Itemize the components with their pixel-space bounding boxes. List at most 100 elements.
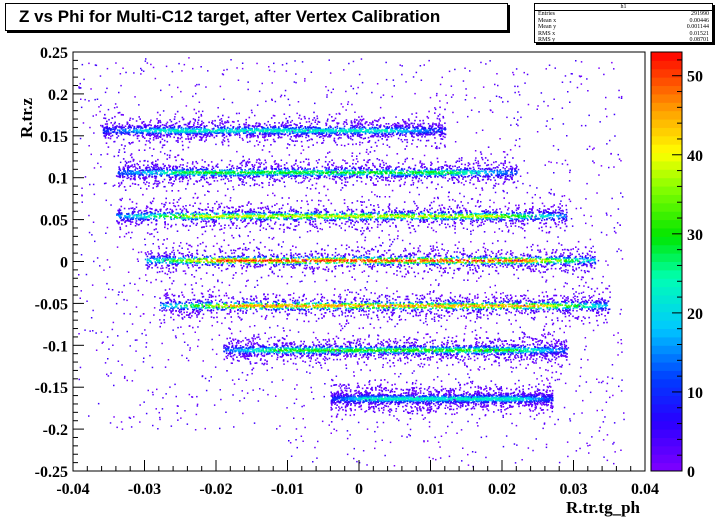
heatmap-cell [291,168,294,170]
heatmap-cell [144,183,147,186]
heatmap-cell [118,123,121,125]
heatmap-cell [365,121,367,123]
heatmap-cell [197,169,199,171]
heatmap-cell [411,132,414,134]
heatmap-cell [399,124,401,127]
heatmap-cell [464,176,466,178]
heatmap-cell [152,170,154,173]
heatmap-cell [335,174,337,176]
heatmap-cell [504,175,507,178]
heatmap-cell [465,171,468,173]
heatmap-cell [143,179,146,181]
heatmap-cell [427,130,429,133]
heatmap-cell [375,126,377,129]
heatmap-cell [289,138,292,140]
heatmap-cell [135,120,138,122]
heatmap-cell [464,163,466,166]
heatmap-cell [120,144,123,146]
heatmap-cell [250,170,252,173]
heatmap-cell [160,129,162,131]
heatmap-cell [440,166,443,168]
heatmap-cell [498,172,501,174]
heatmap-cell [350,124,352,127]
heatmap-cell [201,233,204,236]
heatmap-cell [137,171,139,173]
heatmap-cell [301,132,304,134]
heatmap-cell [189,120,192,123]
heatmap-cell [107,137,110,139]
heatmap-cell [367,136,370,139]
heatmap-cell [232,130,234,133]
heatmap-cell [318,172,321,174]
heatmap-cell [350,173,353,176]
heatmap-cell [375,131,378,134]
heatmap-cell [405,130,407,132]
heatmap-cell [280,124,283,126]
heatmap-cell [281,131,284,133]
heatmap-cell [157,183,160,185]
heatmap-cell [222,123,224,125]
heatmap-cell [491,168,493,171]
heatmap-cell [376,145,378,147]
heatmap-cell [358,116,360,118]
heatmap-cell [127,161,130,163]
heatmap-cell [426,129,428,131]
heatmap-cell [303,115,306,118]
heatmap-cell [477,178,479,181]
heatmap-cell [405,145,408,147]
heatmap-cell [396,133,399,135]
heatmap-cell [168,125,171,127]
heatmap-cell [281,129,284,131]
heatmap-cell [423,129,426,132]
heatmap-cell [310,170,313,173]
heatmap-cell [305,175,307,178]
heatmap-cell [272,184,274,186]
heatmap-cell [328,222,331,224]
heatmap-cell [409,171,412,173]
heatmap-cell [191,163,194,165]
heatmap-cell [402,119,404,121]
heatmap-cell [263,168,265,170]
heatmap-cell [356,126,358,129]
heatmap-cell [505,166,508,168]
heatmap-cell [119,132,121,134]
heatmap-cell [159,125,161,128]
heatmap-cell [276,129,279,132]
heatmap-cell [253,126,256,128]
heatmap-cell [457,181,460,184]
heatmap-cell [127,127,129,129]
heatmap-cell [181,130,183,133]
heatmap-cell [145,125,147,127]
heatmap-cell [265,166,268,168]
heatmap-cell [278,135,280,138]
heatmap-cell [196,132,199,135]
heatmap-cell [360,128,363,131]
heatmap-cell [202,135,205,138]
heatmap-cell [434,170,437,173]
heatmap-cell [313,117,316,119]
heatmap-cell [424,127,427,130]
heatmap-cell [273,129,276,132]
heatmap-cell [229,128,232,130]
heatmap-cell [141,121,143,124]
heatmap-cell [311,131,313,134]
heatmap-cell [105,134,107,137]
heatmap-cell [440,168,443,170]
heatmap-cell [142,193,144,196]
heatmap-cell [126,131,128,134]
heatmap-cell [233,130,235,133]
heatmap-cell [465,180,467,182]
heatmap-cell [201,136,203,139]
heatmap-cell [182,118,185,121]
heatmap-cell [434,112,436,114]
heatmap-cell [504,170,507,172]
heatmap-cell [402,170,405,172]
heatmap-cell [193,183,195,185]
heatmap-cell [215,176,217,179]
heatmap-cell [195,126,197,128]
heatmap-cell [388,167,390,170]
heatmap-cell [157,134,159,136]
heatmap-cell [435,188,437,190]
heatmap-cell [255,127,258,130]
heatmap-cell [248,175,251,177]
